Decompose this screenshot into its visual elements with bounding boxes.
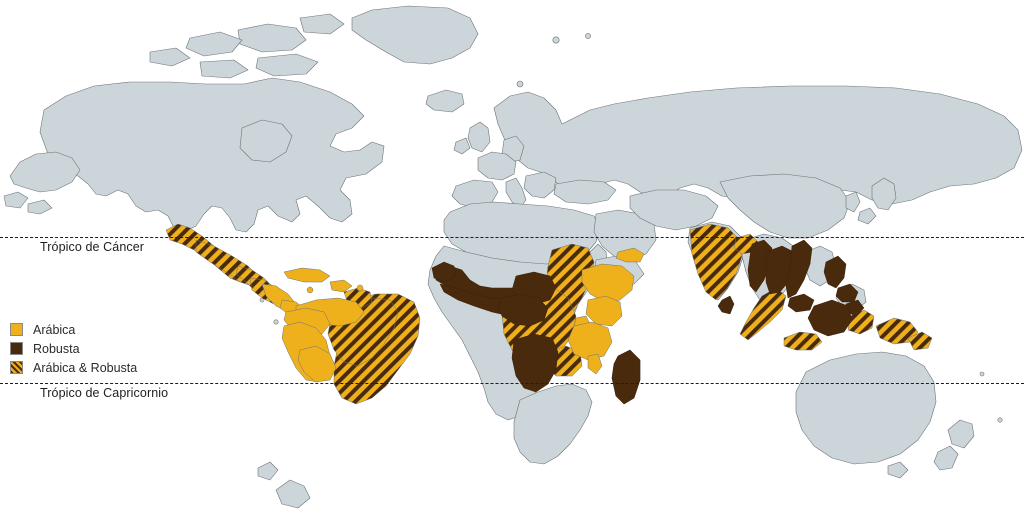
mixed-swatch-icon [10,361,23,374]
arabica-swatch-icon [10,323,23,336]
legend-label-mixed: Arábica & Robusta [33,360,138,375]
tropic-of-capricorn-label: Trópico de Capricornio [40,386,169,400]
legend-item-robusta[interactable]: Robusta [10,339,137,358]
robusta-swatch-icon [10,342,23,355]
arabica-regions [261,247,645,383]
legend-item-mixed[interactable]: Arábica & Robusta [10,358,137,377]
legend: Arábica Robusta Arábica & Robusta [10,320,137,377]
legend-label-arabica: Arábica [33,322,76,337]
legend-label-robusta: Robusta [33,341,80,356]
tropic-of-cancer-label: Trópico de Cáncer [40,240,145,254]
robusta-regions [431,239,865,405]
tropic-of-cancer-line [0,237,1024,238]
land-layer [3,5,1023,509]
legend-item-arabica[interactable]: Arábica [10,320,137,339]
tropic-of-capricorn-line [0,383,1024,384]
